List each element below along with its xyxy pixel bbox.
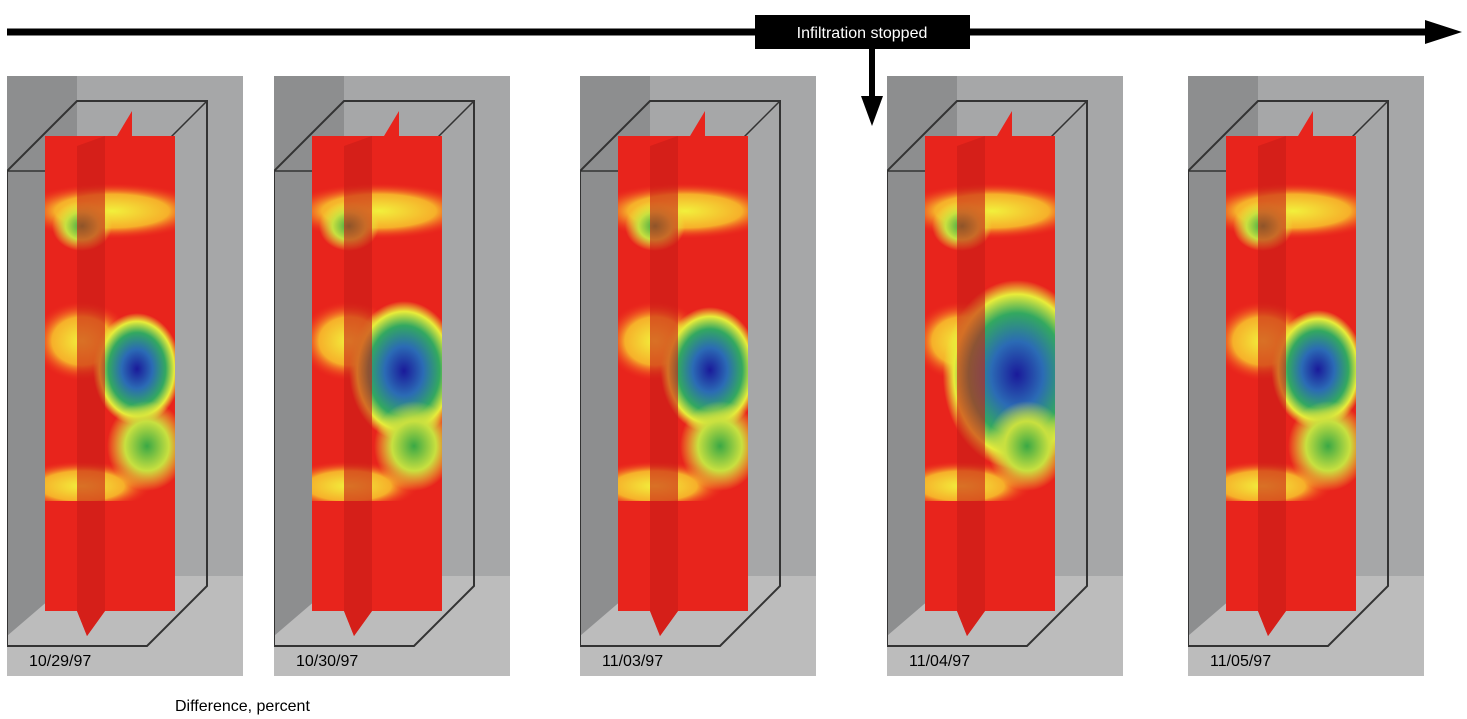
slab-body [925, 111, 1055, 636]
slab [925, 111, 1055, 636]
blob-green [680, 401, 748, 491]
slab-fold [344, 136, 372, 636]
slab [312, 111, 442, 636]
panel: 11/05/97 [1188, 76, 1424, 676]
cube-outline [887, 100, 1088, 647]
slab-fold [650, 136, 678, 636]
panel-body: 11/05/97 [1188, 76, 1424, 676]
slab-fold [1258, 136, 1286, 636]
panel: 11/04/97 [887, 76, 1123, 676]
panel: 11/03/97 [580, 76, 816, 676]
panel-body: 10/30/97 [274, 76, 510, 676]
slab-fold [77, 136, 105, 636]
blob-green [987, 401, 1055, 491]
annotation-box [755, 15, 970, 49]
panel-body: 11/03/97 [580, 76, 816, 676]
cube-outline [1188, 100, 1389, 647]
blob-green [1288, 401, 1356, 491]
slab [618, 111, 748, 636]
cube-outline [580, 100, 781, 647]
panel-label: 10/30/97 [296, 653, 358, 670]
blob-green [107, 401, 175, 491]
blob-blue [1271, 310, 1356, 429]
slab-body [618, 111, 748, 636]
panel-body: 11/04/97 [887, 76, 1123, 676]
slab-fold [957, 136, 985, 636]
panel-label: 10/29/97 [29, 653, 91, 670]
panels: 10/29/97 10/30/97 11/03/97 11/04/97 11/05/97 [7, 76, 1424, 676]
cube-outline [274, 100, 475, 647]
blob-blue [660, 307, 748, 433]
panel: 10/30/97 [274, 76, 510, 676]
blob-green [374, 401, 442, 491]
panel: 10/29/97 [7, 76, 243, 676]
slab-body [312, 111, 442, 636]
stop-arrowhead [861, 96, 883, 126]
caption: Difference, percent [175, 698, 310, 715]
panel-label: 11/03/97 [602, 653, 663, 670]
panel-label: 11/05/97 [1210, 653, 1271, 670]
panel-body: 10/29/97 [7, 76, 243, 676]
panel-label: 11/04/97 [909, 653, 970, 670]
blob-blue [93, 313, 175, 425]
timeline-arrowhead [1425, 20, 1462, 44]
cube-outline [7, 100, 208, 647]
annotation: Infiltration stopped [797, 25, 928, 42]
